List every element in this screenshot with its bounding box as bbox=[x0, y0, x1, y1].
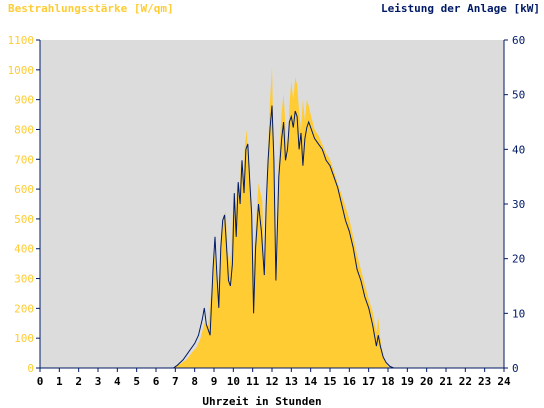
irradiance-area-series bbox=[40, 66, 504, 369]
left-tick-label: 1000 bbox=[8, 64, 35, 77]
left-tick-label: 1100 bbox=[8, 34, 35, 47]
x-tick-label: 20 bbox=[420, 375, 433, 388]
left-tick-label: 500 bbox=[14, 213, 34, 226]
x-tick-label: 23 bbox=[478, 375, 491, 388]
left-tick-label: 0 bbox=[27, 362, 34, 375]
right-tick-label: 50 bbox=[512, 89, 525, 102]
right-tick-label: 0 bbox=[512, 362, 519, 375]
x-tick-label: 6 bbox=[153, 375, 160, 388]
right-tick-label: 40 bbox=[512, 143, 525, 156]
x-tick-label: 8 bbox=[191, 375, 198, 388]
right-tick-label: 30 bbox=[512, 198, 525, 211]
right-tick-label: 20 bbox=[512, 253, 525, 266]
x-tick-label: 1 bbox=[56, 375, 63, 388]
power-line-series bbox=[40, 105, 504, 369]
left-tick-label: 700 bbox=[14, 153, 34, 166]
x-tick-label: 12 bbox=[265, 375, 278, 388]
x-tick-label: 13 bbox=[285, 375, 298, 388]
x-tick-label: 15 bbox=[323, 375, 336, 388]
right-tick-label: 10 bbox=[512, 307, 525, 320]
right-axis-title: Leistung der Anlage [kW] bbox=[381, 2, 540, 15]
x-tick-label: 7 bbox=[172, 375, 179, 388]
x-tick-label: 9 bbox=[211, 375, 218, 388]
right-tick-label: 60 bbox=[512, 34, 525, 47]
x-axis-title: Uhrzeit in Stunden bbox=[202, 395, 321, 408]
x-tick-label: 24 bbox=[497, 375, 511, 388]
x-tick-label: 3 bbox=[95, 375, 102, 388]
x-tick-label: 14 bbox=[304, 375, 318, 388]
left-tick-label: 300 bbox=[14, 273, 34, 286]
x-tick-label: 0 bbox=[37, 375, 44, 388]
x-tick-label: 22 bbox=[459, 375, 472, 388]
left-tick-label: 600 bbox=[14, 183, 34, 196]
left-tick-label: 200 bbox=[14, 302, 34, 315]
x-tick-label: 19 bbox=[401, 375, 414, 388]
x-tick-label: 11 bbox=[246, 375, 260, 388]
left-tick-label: 100 bbox=[14, 332, 34, 345]
left-tick-label: 900 bbox=[14, 94, 34, 107]
left-axis-title: Bestrahlungsstärke [W/qm] bbox=[8, 2, 174, 15]
x-tick-label: 21 bbox=[439, 375, 453, 388]
x-tick-label: 18 bbox=[381, 375, 394, 388]
x-tick-label: 5 bbox=[133, 375, 140, 388]
x-tick-label: 16 bbox=[343, 375, 357, 388]
x-tick-label: 2 bbox=[75, 375, 82, 388]
left-tick-label: 400 bbox=[14, 243, 34, 256]
x-tick-label: 10 bbox=[227, 375, 240, 388]
x-tick-label: 4 bbox=[114, 375, 121, 388]
x-tick-label: 17 bbox=[362, 375, 375, 388]
left-tick-label: 800 bbox=[14, 123, 34, 136]
